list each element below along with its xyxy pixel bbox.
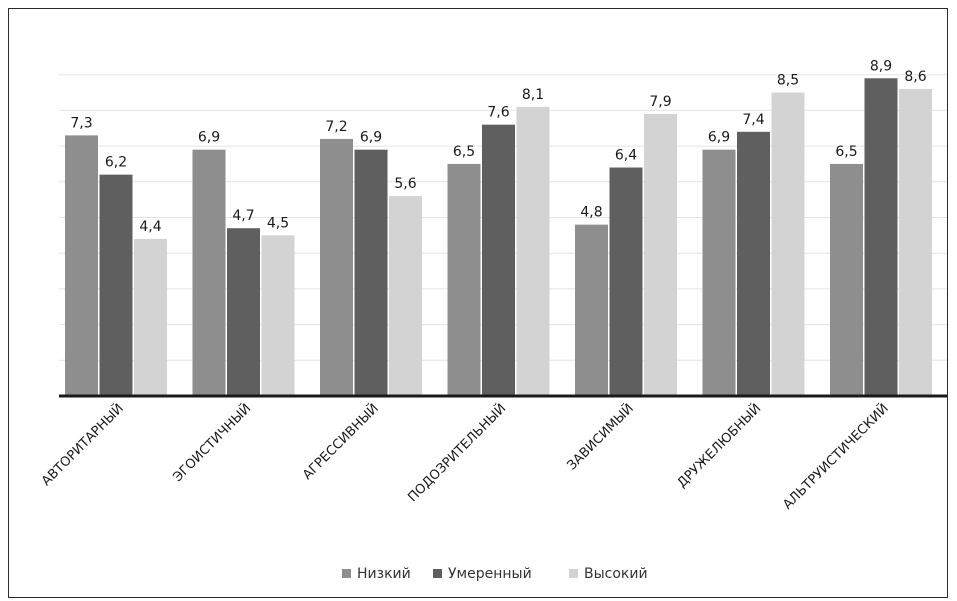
data-label: 4,8 — [580, 205, 602, 221]
bar — [227, 228, 260, 396]
bar — [575, 224, 608, 396]
category-label: ДРУЖЕЛЮБНЫЙ — [674, 401, 764, 491]
category-label: ЭГОИСТИЧНЫЙ — [170, 401, 255, 486]
legend-label: Низкий — [357, 566, 411, 582]
data-label: 8,6 — [904, 69, 926, 85]
category-label: АГРЕССИВНЫЙ — [299, 401, 381, 483]
legend-swatch — [433, 569, 442, 578]
data-label: 6,5 — [453, 144, 475, 160]
bar — [134, 238, 167, 396]
legend-swatch — [342, 569, 351, 578]
category-label: АЛЬТРУИСТИЧЕСКИЙ — [780, 401, 892, 513]
data-label: 7,4 — [742, 112, 764, 128]
bar-chart: 7,3 6,2 4,4 6,9 4,7 4,5 7,2 6,9 5,6 6,5 7,6 8,1 4,8 6… — [38, 58, 947, 582]
data-label: 8,5 — [777, 73, 799, 89]
category-labels: АВТОРИТАРНЫЙ ЭГОИСТИЧНЫЙ АГРЕССИВНЫЙ ПОДОЗР… — [38, 401, 892, 513]
legend-label: Высокий — [584, 566, 648, 582]
bar — [389, 196, 422, 396]
data-label: 7,9 — [649, 94, 671, 110]
data-label: 6,5 — [835, 144, 857, 160]
bar — [320, 138, 353, 396]
bar — [864, 78, 898, 397]
chart-frame: 7,3 6,2 4,4 6,9 4,7 4,5 7,2 6,9 5,6 6,5 7,6 8,1 4,8 6… — [8, 8, 948, 598]
bar — [516, 106, 550, 396]
value-labels: 7,3 6,2 4,4 6,9 4,7 4,5 7,2 6,9 5,6 6,5 7,6 8,1 4,8 6… — [70, 58, 926, 235]
bar — [702, 149, 736, 396]
bar — [192, 149, 226, 396]
data-label: 7,3 — [70, 115, 92, 131]
bar — [261, 235, 295, 396]
bar — [644, 113, 677, 396]
data-label: 6,9 — [708, 130, 730, 146]
data-label: 6,2 — [105, 155, 127, 171]
bar — [830, 163, 863, 396]
bar — [609, 167, 643, 396]
legend-swatch — [569, 569, 578, 578]
category-label: ПОДОЗРИТЕЛЬНЫЙ — [405, 401, 510, 506]
category-label: ЗАВИСИМЫЙ — [564, 401, 637, 474]
data-label: 4,7 — [232, 208, 254, 224]
legend: Низкий Умеренный Высокий — [342, 566, 648, 582]
bar — [447, 163, 481, 396]
data-label: 8,1 — [522, 87, 544, 103]
bars — [65, 78, 932, 397]
bar — [771, 92, 805, 397]
data-label: 7,6 — [487, 105, 509, 121]
data-label: 5,6 — [394, 176, 416, 192]
bar — [99, 174, 133, 396]
bar — [899, 88, 932, 396]
data-label: 6,9 — [360, 130, 382, 146]
data-label: 8,9 — [870, 58, 892, 74]
bar — [65, 135, 98, 396]
bar — [482, 124, 515, 397]
data-label: 4,4 — [139, 219, 161, 235]
data-label: 6,9 — [198, 130, 220, 146]
data-label: 7,2 — [325, 119, 347, 135]
legend-label: Умеренный — [448, 566, 532, 582]
data-label: 6,4 — [615, 148, 637, 164]
bar — [737, 131, 770, 396]
category-label: АВТОРИТАРНЫЙ — [38, 401, 127, 490]
bar — [354, 149, 388, 396]
data-label: 4,5 — [267, 215, 289, 231]
